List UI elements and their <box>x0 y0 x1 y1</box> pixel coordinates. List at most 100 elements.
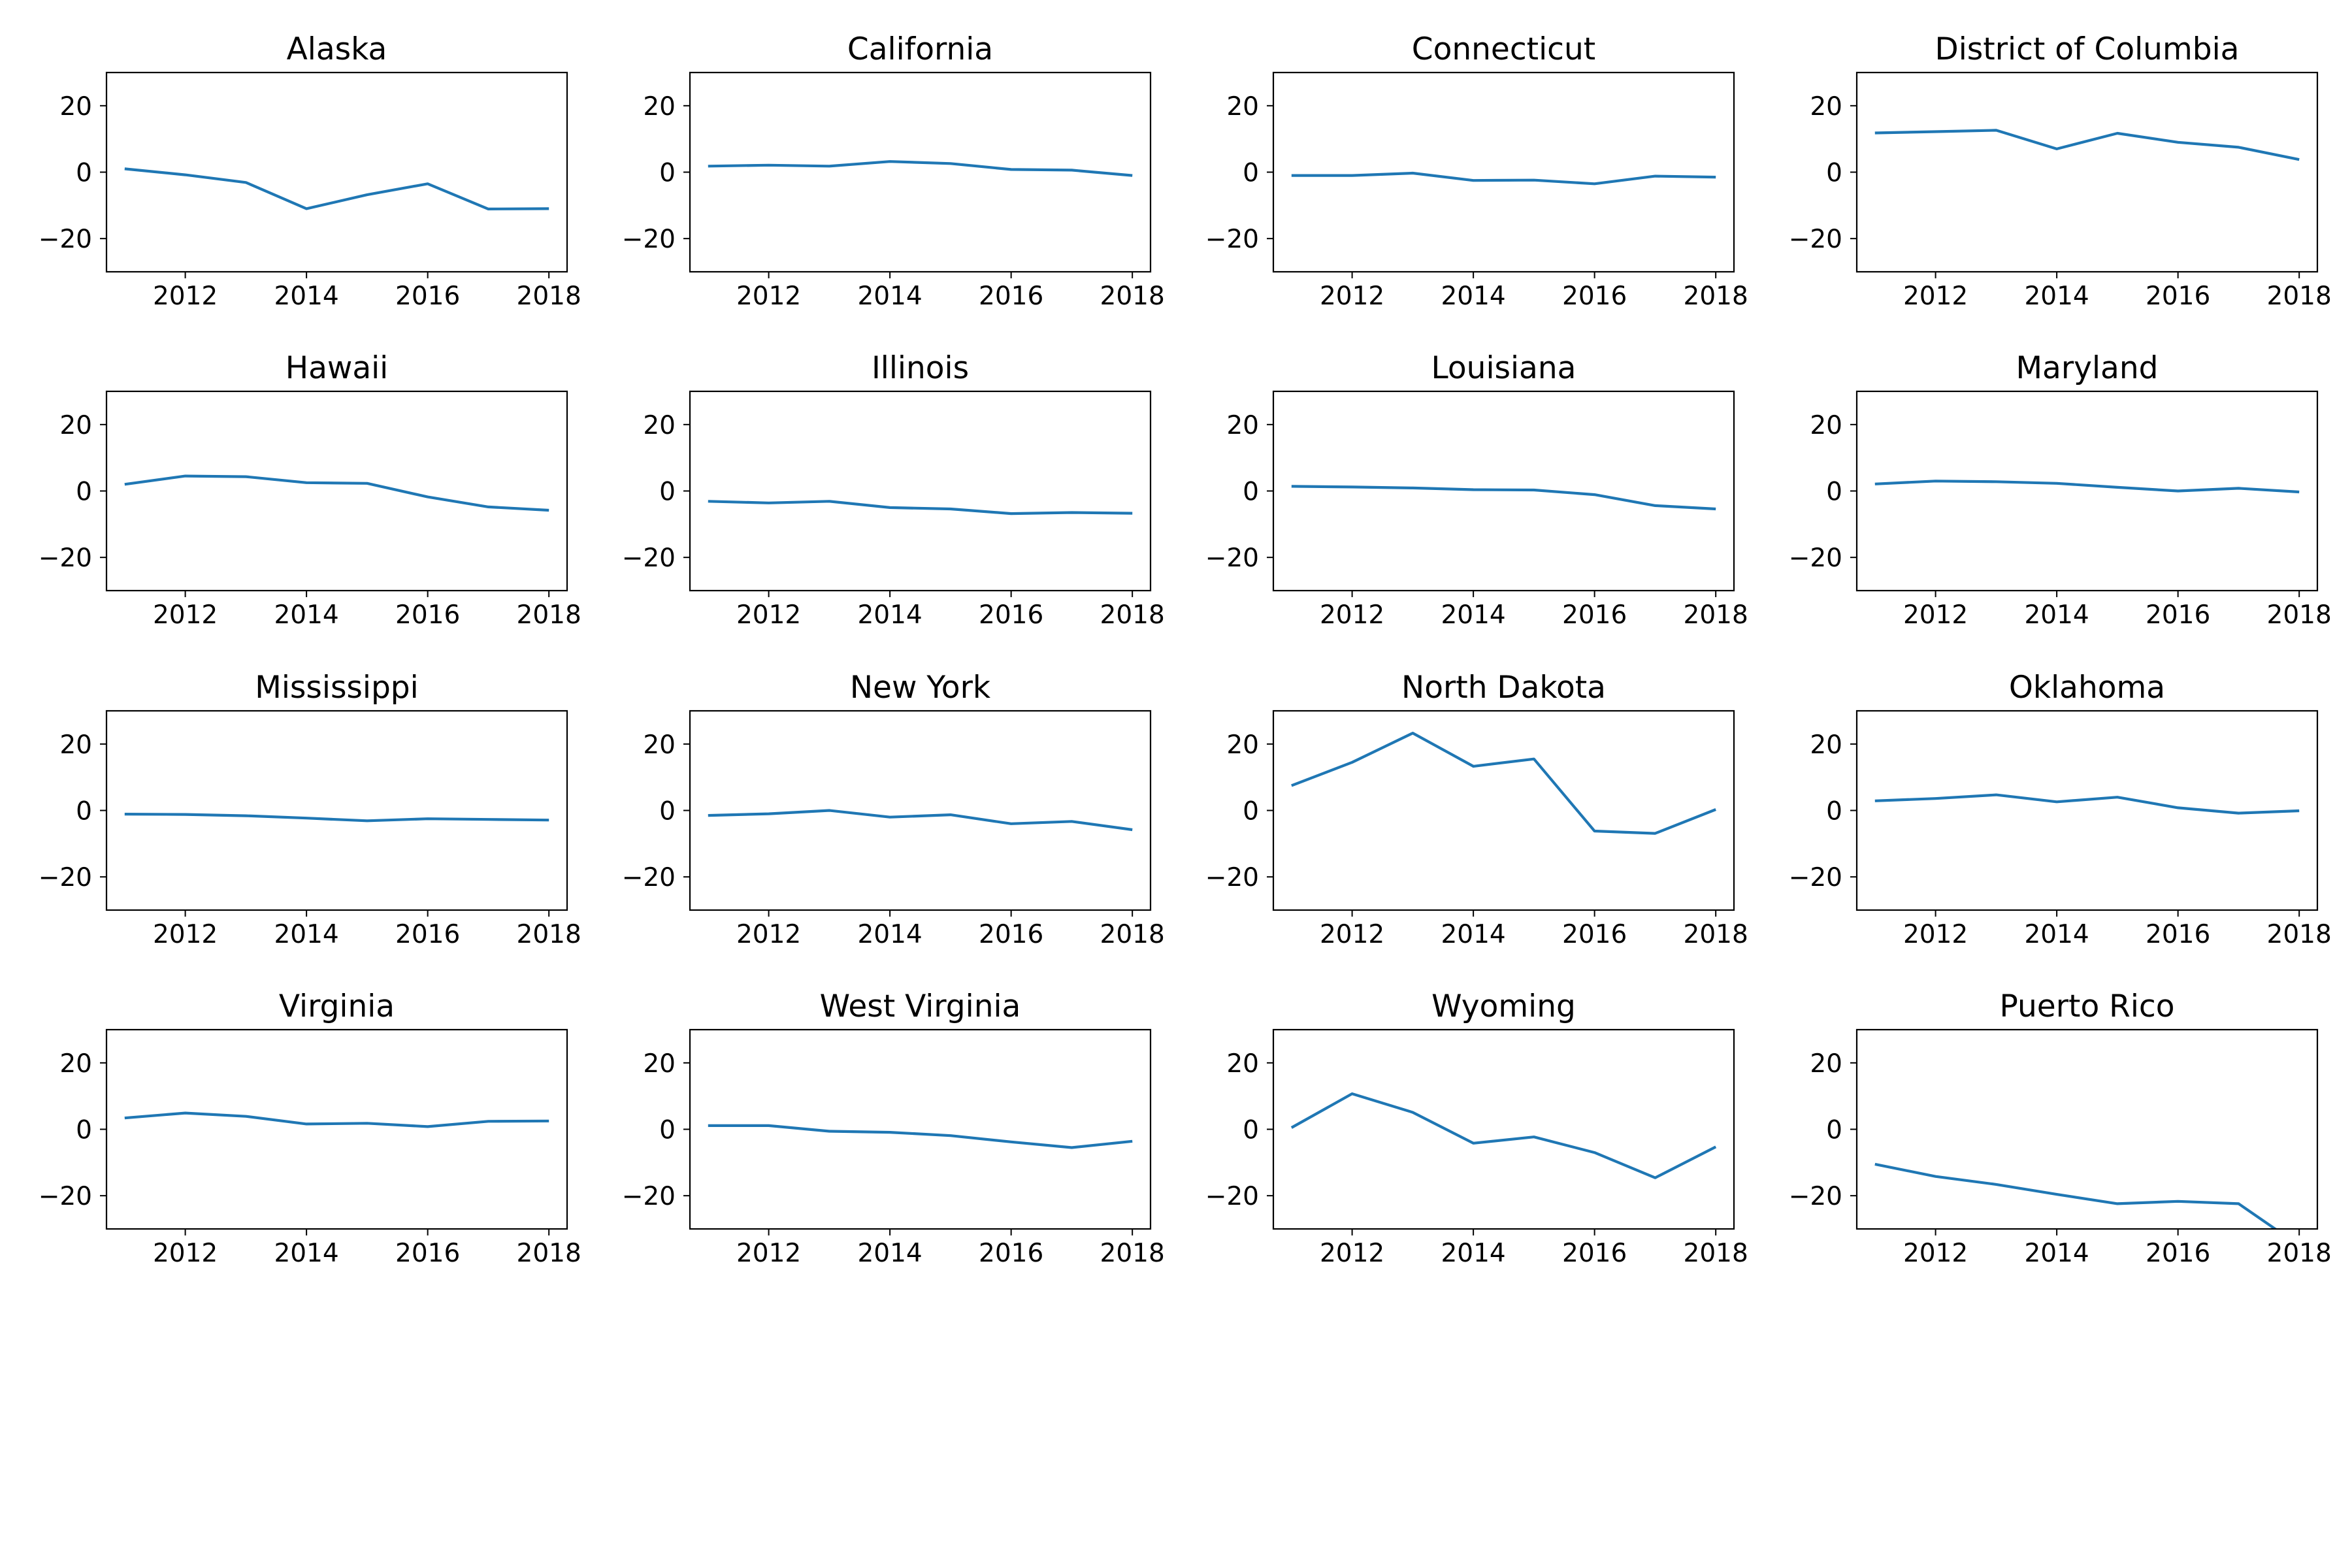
y-tick-label: 0 <box>1826 159 1842 188</box>
subplot: California 2012 2014 2016 2018 20 0 −20 <box>622 31 1165 311</box>
x-tick-label: 2012 <box>1320 282 1384 311</box>
series-line <box>708 809 1133 832</box>
series-line <box>1874 793 2300 815</box>
subplot-title: District of Columbia <box>1935 31 2240 67</box>
x-tick-label: 2016 <box>979 600 1043 630</box>
series-line <box>708 1124 1133 1149</box>
x-tick-label: 2014 <box>857 920 922 949</box>
y-tick-label: 0 <box>1826 1116 1842 1145</box>
y-tick-label: 0 <box>659 1116 676 1145</box>
y-tick-label: 20 <box>1226 730 1259 760</box>
x-tick-label: 2018 <box>2267 1239 2332 1268</box>
x-tick-label: 2014 <box>1441 282 1505 311</box>
x-tick-label: 2014 <box>857 282 922 311</box>
x-tick-label: 2018 <box>1684 1239 1748 1268</box>
series-line <box>1291 731 1716 835</box>
subplot-title: Illinois <box>872 350 969 386</box>
y-tick-label: 0 <box>1243 478 1259 507</box>
x-tick-label: 2016 <box>1562 920 1627 949</box>
subplot: Virginia 2012 2014 2016 2018 20 0 −20 <box>39 988 581 1268</box>
x-tick-label: 2012 <box>153 282 218 311</box>
y-tick-label: −20 <box>1205 1182 1259 1211</box>
subplot-title: Wyoming <box>1431 988 1576 1024</box>
y-tick-label: 20 <box>1226 92 1259 122</box>
subplot: West Virginia 2012 2014 2016 2018 20 0 −20 <box>622 988 1165 1268</box>
y-tick-label: 20 <box>59 730 92 760</box>
subplot-title: New York <box>850 670 991 706</box>
y-tick-label: 0 <box>76 797 92 826</box>
x-tick-label: 2016 <box>395 1239 460 1268</box>
x-tick-label: 2016 <box>395 282 460 311</box>
series-line <box>124 474 549 512</box>
x-tick-label: 2016 <box>395 600 460 630</box>
series-line <box>1874 129 2300 161</box>
x-tick-label: 2018 <box>517 600 581 630</box>
subplot-title: Louisiana <box>1431 350 1576 386</box>
x-tick-label: 2016 <box>2146 920 2210 949</box>
x-tick-label: 2016 <box>2146 282 2210 311</box>
y-tick-label: 20 <box>1810 1049 1842 1079</box>
x-tick-label: 2016 <box>395 920 460 949</box>
y-tick-label: 0 <box>76 159 92 188</box>
x-tick-label: 2014 <box>274 282 338 311</box>
subplot-title: California <box>847 31 993 67</box>
x-tick-label: 2012 <box>153 600 218 630</box>
y-tick-label: 20 <box>59 1049 92 1079</box>
x-tick-label: 2018 <box>1100 1239 1165 1268</box>
y-tick-label: 20 <box>643 411 676 440</box>
y-tick-label: 0 <box>76 478 92 507</box>
subplot-title: Mississippi <box>255 670 418 706</box>
x-tick-label: 2012 <box>736 1239 801 1268</box>
y-tick-label: 20 <box>1226 411 1259 440</box>
x-tick-label: 2014 <box>274 920 338 949</box>
x-tick-label: 2012 <box>1320 600 1384 630</box>
y-tick-label: −20 <box>1789 225 1842 254</box>
subplot-title: Puerto Rico <box>2000 988 2175 1024</box>
x-tick-label: 2012 <box>1903 600 1968 630</box>
y-tick-label: −20 <box>1789 863 1842 892</box>
subplot-title: Connecticut <box>1412 31 1595 67</box>
subplot: District of Columbia 2012 2014 2016 2018 20 0 −… <box>1789 31 2332 311</box>
x-tick-label: 2014 <box>2024 600 2089 630</box>
series-line <box>124 1111 549 1128</box>
x-tick-label: 2018 <box>2267 920 2332 949</box>
x-tick-label: 2012 <box>1320 1239 1384 1268</box>
y-tick-label: −20 <box>622 1182 676 1211</box>
series-line <box>124 813 549 823</box>
subplot: Maryland 2012 2014 2016 2018 20 0 −20 <box>1789 350 2332 630</box>
series-line <box>1290 1092 1717 1179</box>
y-tick-label: 0 <box>659 478 676 507</box>
y-tick-label: −20 <box>622 863 676 892</box>
x-tick-label: 2012 <box>1903 1239 1968 1268</box>
subplot-title: North Dakota <box>1401 670 1606 706</box>
series-line <box>708 500 1133 515</box>
x-tick-label: 2012 <box>736 600 801 630</box>
x-tick-label: 2016 <box>979 1239 1043 1268</box>
subplot-title: Alaska <box>287 31 387 67</box>
x-tick-label: 2014 <box>2024 282 2089 311</box>
x-tick-label: 2016 <box>2146 600 2210 630</box>
subplot: Wyoming 2012 2014 2016 2018 20 0 −20 <box>1205 988 1748 1268</box>
y-tick-label: 0 <box>1826 797 1842 826</box>
subplot-title: Oklahoma <box>2009 670 2165 706</box>
x-tick-label: 2014 <box>857 600 922 630</box>
y-tick-label: 20 <box>643 1049 676 1079</box>
subplot: North Dakota 2012 2014 2016 2018 20 0 −20 <box>1205 670 1748 949</box>
y-tick-label: −20 <box>1789 1182 1842 1211</box>
x-tick-label: 2012 <box>1903 920 1968 949</box>
series-line <box>1874 1162 2278 1229</box>
x-tick-label: 2018 <box>1100 920 1165 949</box>
x-tick-label: 2014 <box>1441 1239 1505 1268</box>
subplot: Mississippi 2012 2014 2016 2018 20 0 −20 <box>39 670 581 949</box>
x-tick-label: 2018 <box>1684 282 1748 311</box>
series-line <box>124 167 549 210</box>
subplot-title: Hawaii <box>286 350 389 386</box>
y-tick-label: −20 <box>39 544 92 573</box>
subplot: Connecticut 2012 2014 2016 2018 20 0 −20 <box>1205 31 1748 311</box>
y-tick-label: −20 <box>1205 544 1259 573</box>
y-tick-label: 20 <box>59 411 92 440</box>
y-tick-label: 0 <box>1826 478 1842 507</box>
x-tick-label: 2012 <box>1320 920 1384 949</box>
